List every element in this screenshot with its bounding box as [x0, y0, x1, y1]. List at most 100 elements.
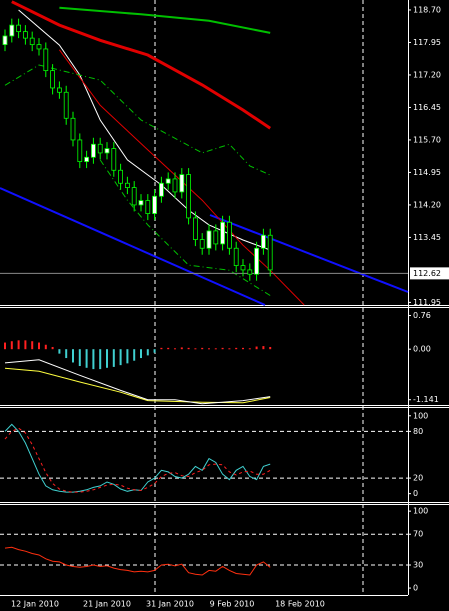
macd-bar	[38, 342, 40, 350]
indicator-line	[11, 0, 272, 130]
candle-body	[186, 174, 192, 219]
candle-body	[131, 187, 137, 206]
indicator-line	[4, 423, 271, 493]
y-tick-label: 20	[413, 474, 423, 483]
current-price-label: 112.62	[413, 269, 441, 278]
indicator-line	[4, 359, 271, 405]
macd-bar	[269, 346, 272, 350]
candle-body	[192, 217, 198, 240]
macd-bar	[214, 348, 217, 350]
x-tick-label: 18 Feb 2010	[275, 600, 325, 609]
candle-body	[77, 139, 83, 162]
indicator-line	[59, 6, 271, 34]
panel-frames	[0, 0, 449, 596]
candle-body	[97, 143, 103, 154]
candle-body	[36, 44, 42, 50]
y-tick-label: 114.95	[413, 168, 441, 177]
indicator-line	[4, 367, 271, 404]
x-tick-label: 21 Jan 2010	[83, 600, 131, 609]
y-tick-label: 100	[413, 411, 428, 420]
macd-bar	[146, 349, 149, 356]
candle-body	[104, 148, 110, 154]
candle-body	[247, 269, 253, 275]
candle-body	[172, 178, 178, 193]
y-tick-label: 113.45	[413, 233, 441, 242]
candle-body	[118, 169, 123, 184]
candle-body	[226, 221, 232, 249]
candle-body	[70, 117, 76, 141]
macd-bar	[242, 347, 244, 350]
candle-body	[199, 239, 205, 249]
candle-body	[220, 221, 226, 245]
candle-body	[9, 24, 15, 37]
indicator-line	[4, 546, 271, 576]
macd-bar	[248, 348, 251, 350]
macd-bar	[106, 349, 108, 368]
y-tick-label: 118.70	[413, 5, 441, 14]
candle-body	[267, 234, 273, 271]
candle-body	[22, 31, 28, 39]
y-tick-label: 80	[413, 427, 423, 436]
candle-body	[125, 182, 130, 188]
candle-body	[63, 91, 69, 119]
y-tick-label: 30	[413, 561, 423, 570]
y-tick-label: 0	[413, 489, 418, 498]
macd-bar	[194, 348, 197, 350]
y-tick-label: -1.141	[413, 395, 439, 404]
x-tick-label: 31 Jan 2010	[146, 600, 194, 609]
macd-bar	[208, 348, 210, 350]
macd-bar	[160, 347, 163, 350]
candle-body	[111, 148, 117, 171]
candle-body	[138, 200, 144, 206]
current-price-box	[410, 267, 449, 280]
macd-bar	[255, 346, 258, 350]
separators	[154, 0, 364, 595]
macd-bar	[51, 346, 54, 350]
indicator-line	[4, 427, 271, 493]
channel-lower	[0, 187, 266, 306]
macd-bar	[119, 349, 122, 366]
macd-bar	[201, 347, 204, 350]
candle-body	[16, 24, 22, 33]
candle-body	[158, 182, 164, 197]
indicator-line	[99, 159, 271, 296]
candle-body	[57, 87, 62, 93]
candle-body	[145, 200, 151, 214]
candle-body	[152, 195, 158, 214]
macd-bar	[99, 349, 102, 370]
y-tick-label: 0	[413, 584, 418, 593]
macd-bar	[78, 349, 81, 367]
candle-body	[179, 174, 185, 193]
trend-channel	[0, 187, 409, 306]
x-tick-label: 9 Feb 2010	[210, 600, 255, 609]
macd-bar	[24, 340, 27, 350]
macd-bar	[174, 348, 176, 350]
candle-body	[43, 48, 49, 72]
indicator-line	[18, 9, 271, 251]
macd-bar	[85, 349, 88, 368]
macd-bar	[262, 346, 265, 350]
y-tick-label: 111.95	[413, 298, 441, 307]
y-tick-label: 100	[413, 507, 428, 516]
candle-body	[254, 247, 260, 275]
y-tick-label: 115.70	[413, 135, 441, 144]
macd-bar	[180, 347, 183, 350]
macd-bar	[4, 342, 6, 350]
candle-body	[84, 156, 89, 162]
x-tick-label: 12 Jan 2010	[11, 600, 59, 609]
macd-bar	[65, 349, 68, 359]
y-tick-label: 70	[413, 530, 423, 539]
macd-bar	[72, 349, 74, 363]
macd-bar	[44, 344, 47, 350]
macd-bar	[235, 347, 238, 350]
candle-body	[29, 37, 35, 46]
y-tick-label: 0.00	[413, 345, 431, 354]
candle-body	[91, 143, 96, 158]
y-tick-label: 116.45	[413, 103, 441, 112]
macd-bar	[153, 349, 156, 353]
candle-body	[50, 70, 55, 89]
y-tick-label: 0.76	[413, 311, 431, 320]
macd-bar	[140, 349, 142, 359]
macd-bar	[187, 347, 190, 350]
